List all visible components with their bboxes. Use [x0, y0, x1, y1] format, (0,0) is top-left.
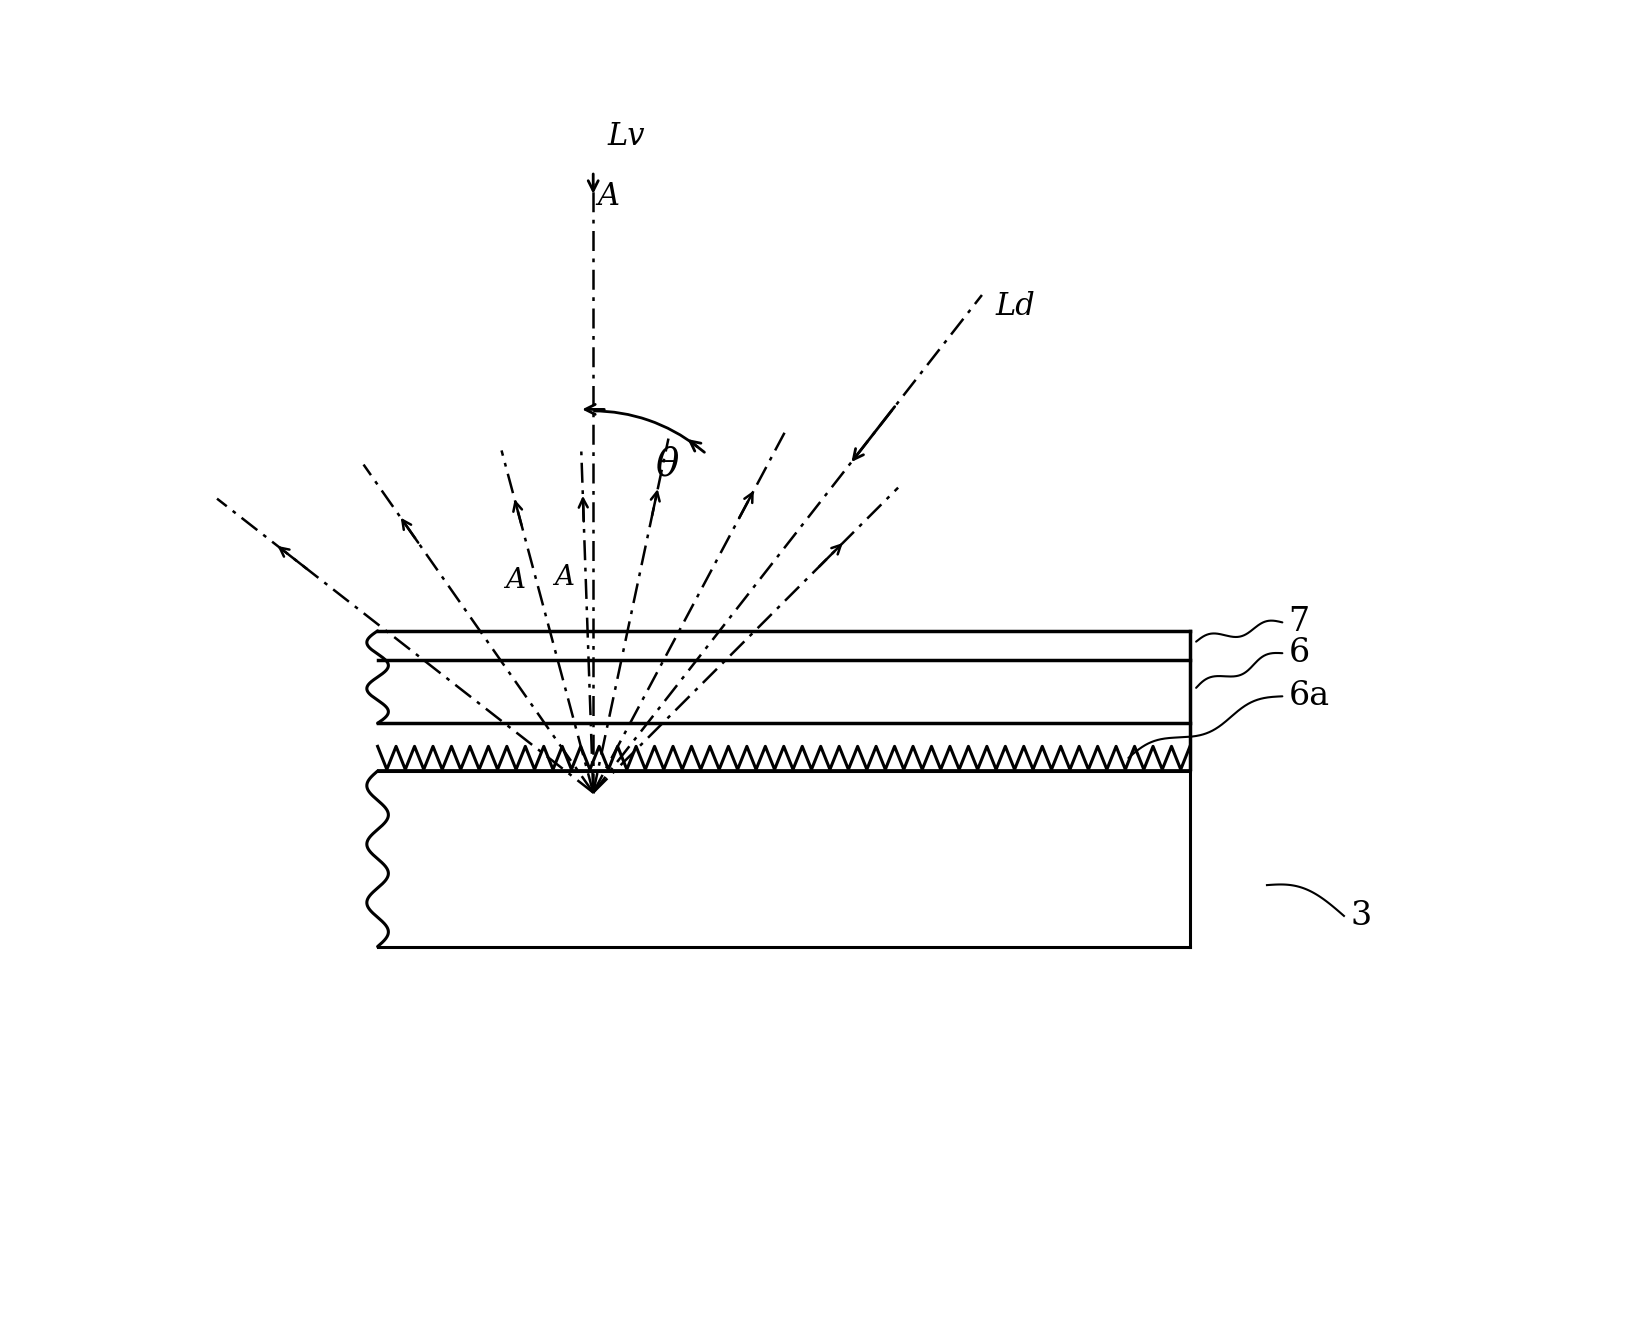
Text: 7: 7: [1288, 607, 1309, 638]
Text: θ: θ: [656, 446, 679, 483]
Text: Lv: Lv: [607, 121, 645, 152]
Text: 6: 6: [1288, 637, 1309, 669]
Text: A: A: [504, 567, 524, 594]
Text: 6a: 6a: [1288, 681, 1328, 712]
Text: A: A: [597, 181, 619, 212]
Text: Ld: Ld: [996, 291, 1035, 322]
Text: 3: 3: [1350, 900, 1371, 932]
Text: A: A: [553, 564, 574, 591]
